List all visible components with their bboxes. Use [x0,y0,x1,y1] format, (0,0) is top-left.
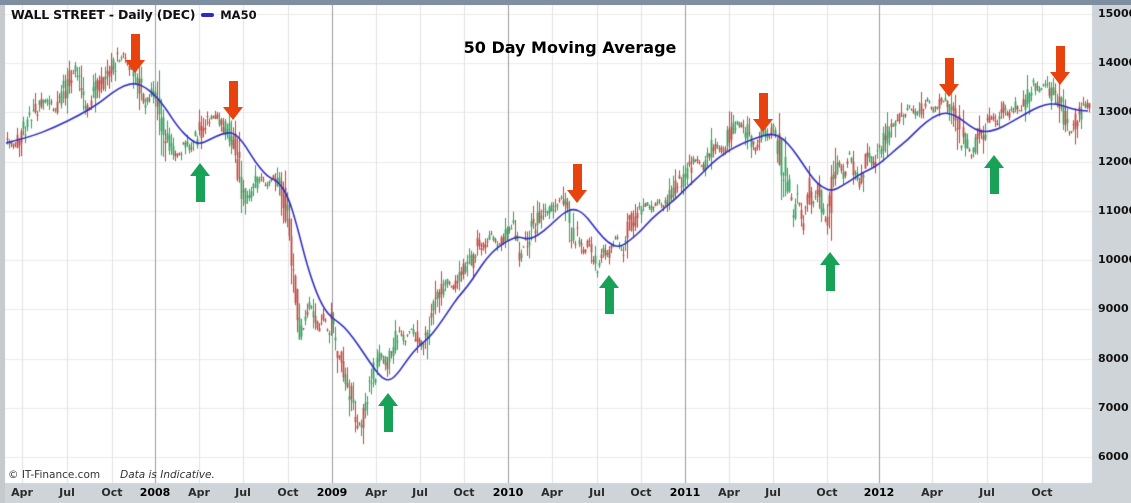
arrow-head [939,84,959,98]
arrow-head [820,251,840,265]
ma50-legend-swatch [201,12,215,17]
arrow-head [753,119,773,133]
arrow-head [190,163,210,177]
arrow-stem [1055,45,1065,72]
x-axis-label: Apr [188,486,210,499]
chart-annotation-title: 50 Day Moving Average [463,38,677,57]
arrow-head [984,154,1004,168]
buy-signal-arrow [599,274,619,314]
sell-signal-arrow [753,93,773,133]
x-axis-label: Jul [59,486,75,499]
x-axis-label: Oct [816,486,838,499]
x-axis-label: 2009 [316,486,348,499]
chart-legend: WALL STREET - Daily (DEC) MA50 [11,7,257,22]
sell-signal-arrow [567,164,587,203]
arrow-stem [572,164,582,190]
y-axis-label: 9000 [1098,302,1129,316]
x-axis-label: Apr [541,486,563,499]
arrow-stem [228,80,238,107]
copyright-text: © IT-Finance.com [8,469,101,481]
x-axis-label: Jul [235,486,251,499]
y-axis-label: 15000 [1098,7,1131,20]
window-top-border [0,0,1131,5]
x-axis-label: Oct [1031,486,1053,499]
arrow-stem [130,34,140,61]
y-axis-label: 14000 [1098,56,1131,70]
x-axis-label: Jul [765,486,781,499]
arrow-stem [383,405,393,432]
arrow-head [1050,71,1070,85]
arrow-stem [825,264,835,291]
x-axis-label: Apr [11,486,33,499]
arrow-head [378,392,398,406]
arrow-head [223,106,243,120]
x-axis-label: Jul [589,486,605,499]
sell-signal-arrow [223,80,243,120]
arrow-head [567,190,587,203]
y-axis-label: 12000 [1098,154,1131,168]
arrow-stem [989,167,999,194]
x-axis-label: 2011 [669,486,701,499]
x-axis-label: 2012 [863,486,895,499]
sell-signal-arrow [1050,45,1070,85]
x-axis-label: Jul [412,486,428,499]
y-axis-label: 8000 [1098,351,1129,365]
x-axis-label: 2008 [139,486,171,499]
disclaimer-text: Data is Indicative. [120,469,215,481]
arrow-stem [758,93,768,120]
y-axis-label: 6000 [1098,449,1129,463]
sell-signal-arrow [125,34,145,74]
x-axis-label: Oct [453,486,475,499]
y-axis-label: 7000 [1098,400,1129,414]
buy-signal-arrow [378,392,398,432]
x-axis-label: 2010 [492,486,524,499]
y-axis-label: 13000 [1098,105,1131,119]
buy-signal-arrow [190,163,210,203]
left-border [0,5,5,503]
x-axis-label: Oct [277,486,299,499]
buy-signal-arrow [820,251,840,291]
arrow-stem [195,176,205,203]
y-axis-label: 11000 [1098,203,1131,217]
x-axis-label: Oct [630,486,652,499]
ma50-legend-label: MA50 [220,7,257,22]
arrow-head [125,60,145,74]
sell-signal-arrow [939,58,959,98]
buy-signal-arrow [984,154,1004,194]
arrow-stem [944,58,954,85]
chart-footer: © IT-Finance.com Data is Indicative. [8,469,215,481]
arrow-stem [604,287,614,314]
x-axis-label: Apr [921,486,943,499]
y-axis-label: 10000 [1098,253,1131,267]
x-axis-label: Jul [979,486,995,499]
x-axis-label: Apr [718,486,740,499]
instrument-title: WALL STREET - Daily (DEC) [11,7,196,22]
arrow-head [599,274,619,288]
x-axis-label: Apr [365,486,387,499]
x-axis-label: Oct [101,486,123,499]
